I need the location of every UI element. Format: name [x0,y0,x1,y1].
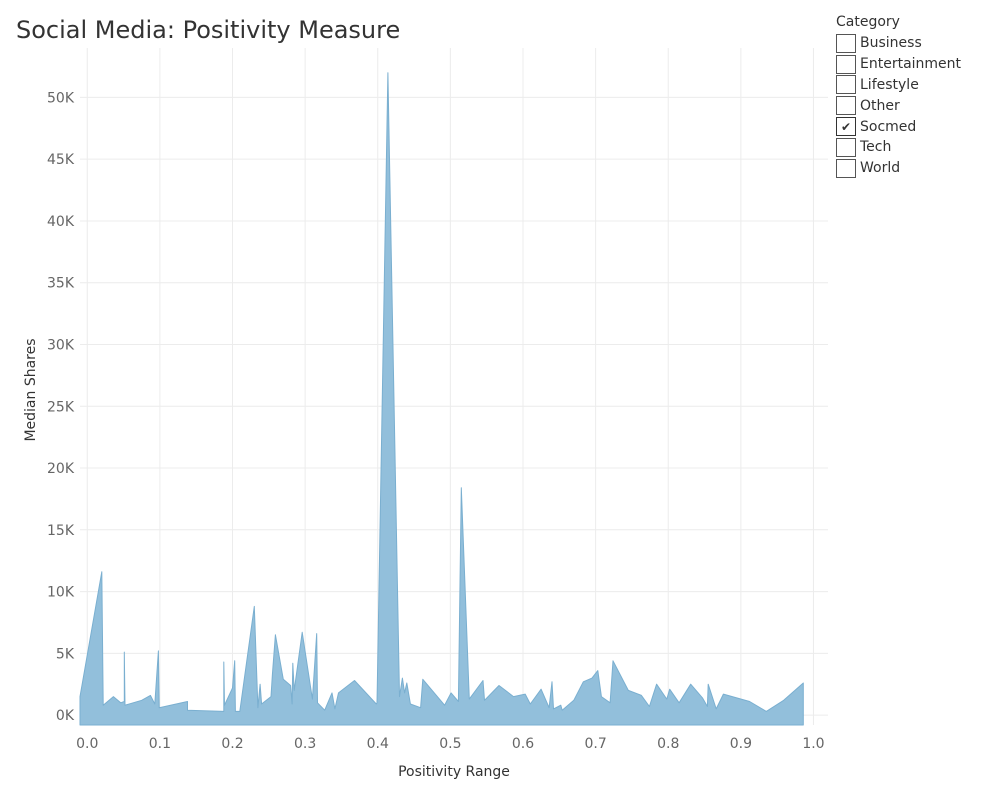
legend-item-label: Entertainment [860,56,962,73]
x-tick-label: 0.7 [584,736,606,752]
y-tick-label: 5K [56,646,75,662]
legend-item-other[interactable]: Other [836,95,961,116]
legend-item-label: Lifestyle [860,76,919,93]
legend-item-business[interactable]: Business [836,33,961,54]
y-tick-label: 45K [47,152,75,168]
category-legend: Category Business Entertainment Lifestyle O… [836,14,961,179]
legend-item-socmed[interactable]: ✔ Socmed [836,116,961,137]
checkbox-icon[interactable] [836,137,856,157]
x-tick-label: 0.3 [294,736,316,752]
y-tick-label: 30K [47,337,75,353]
legend-item-label: World [860,160,901,177]
checkbox-icon[interactable] [836,75,856,95]
x-tick-label: 0.6 [512,736,534,752]
y-tick-label: 35K [47,276,75,292]
y-tick-label: 20K [47,461,75,477]
x-tick-label: 0.0 [76,736,98,752]
checkbox-icon[interactable] [836,158,856,178]
series-area[interactable] [79,72,804,726]
y-tick-label: 40K [47,214,75,230]
y-tick-label: 10K [47,585,75,601]
y-tick-label: 50K [47,90,75,106]
x-tick-labels: 0.0 0.1 0.2 0.3 0.4 0.5 0.6 0.7 0.8 0.9 1.0 [76,736,824,752]
legend-item-label: Business [860,35,922,52]
legend-item-entertainment[interactable]: Entertainment [836,54,961,75]
x-tick-label: 1.0 [802,736,824,752]
legend-item-label: Other [860,97,900,114]
legend-item-tech[interactable]: Tech [836,137,961,158]
x-tick-label: 0.4 [367,736,389,752]
checkbox-checked-icon[interactable]: ✔ [836,117,856,137]
checkbox-icon[interactable] [836,54,856,74]
y-tick-label: 15K [47,523,75,539]
legend-item-lifestyle[interactable]: Lifestyle [836,75,961,96]
x-tick-label: 0.9 [730,736,752,752]
y-tick-labels: 0K 5K 10K 15K 20K 25K 30K 35K 40K 45K 50K [47,90,75,724]
x-gridlines [86,48,814,725]
legend-item-label: Socmed [860,118,917,135]
x-axis-label: Positivity Range [398,764,510,780]
checkbox-icon[interactable] [836,96,856,116]
y-axis-label: Median Shares [23,338,39,441]
checkbox-icon[interactable] [836,33,856,53]
chart-title: Social Media: Positivity Measure [16,16,401,44]
y-gridlines [80,96,828,716]
y-tick-label: 0K [56,708,75,724]
x-tick-label: 0.2 [221,736,243,752]
x-tick-label: 0.5 [439,736,461,752]
legend-title: Category [836,14,900,30]
x-tick-label: 0.8 [657,736,679,752]
legend-item-label: Tech [860,139,892,156]
legend-item-world[interactable]: World [836,158,961,179]
legend-items: Business Entertainment Lifestyle Other ✔ Socm… [836,33,961,179]
x-tick-label: 0.1 [149,736,171,752]
y-tick-label: 25K [47,399,75,415]
